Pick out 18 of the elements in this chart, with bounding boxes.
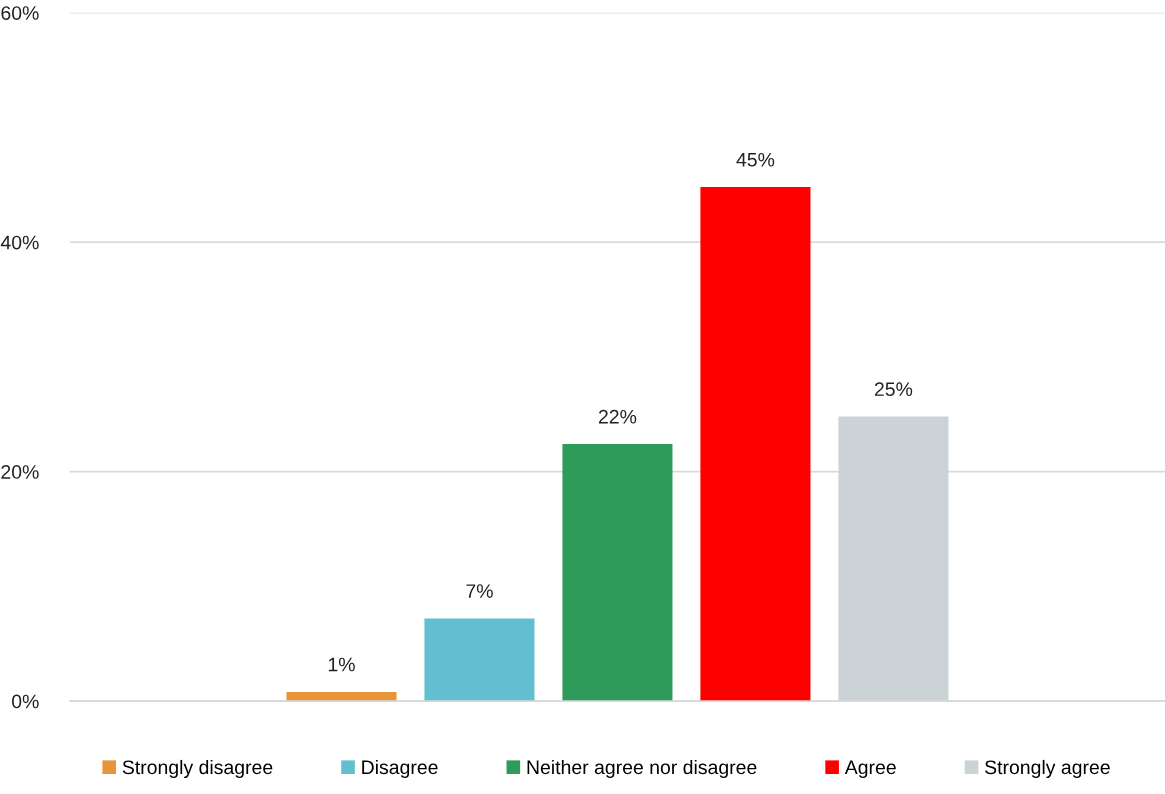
bar bbox=[700, 187, 811, 702]
y-tick-label: 0% bbox=[12, 694, 39, 709]
data-label: 1% bbox=[328, 657, 355, 672]
bar bbox=[838, 416, 949, 702]
data-label: 45% bbox=[736, 152, 775, 167]
data-label: 7% bbox=[466, 584, 493, 598]
data-label: 25% bbox=[874, 382, 913, 397]
legend-label: Strongly disagree bbox=[122, 759, 273, 779]
bar bbox=[562, 444, 673, 702]
y-tick-label: 20% bbox=[1, 465, 39, 479]
legend-label: Agree bbox=[844, 760, 896, 779]
legend-label: Strongly agree bbox=[985, 759, 1110, 779]
y-tick-label: 40% bbox=[0, 235, 39, 250]
bar bbox=[424, 618, 535, 702]
legend-label: Neither agree nor disagree bbox=[527, 759, 757, 779]
legend-label: Disagree bbox=[362, 759, 438, 779]
data-label: 22% bbox=[598, 409, 637, 424]
y-tick-label: 60% bbox=[1, 6, 39, 20]
